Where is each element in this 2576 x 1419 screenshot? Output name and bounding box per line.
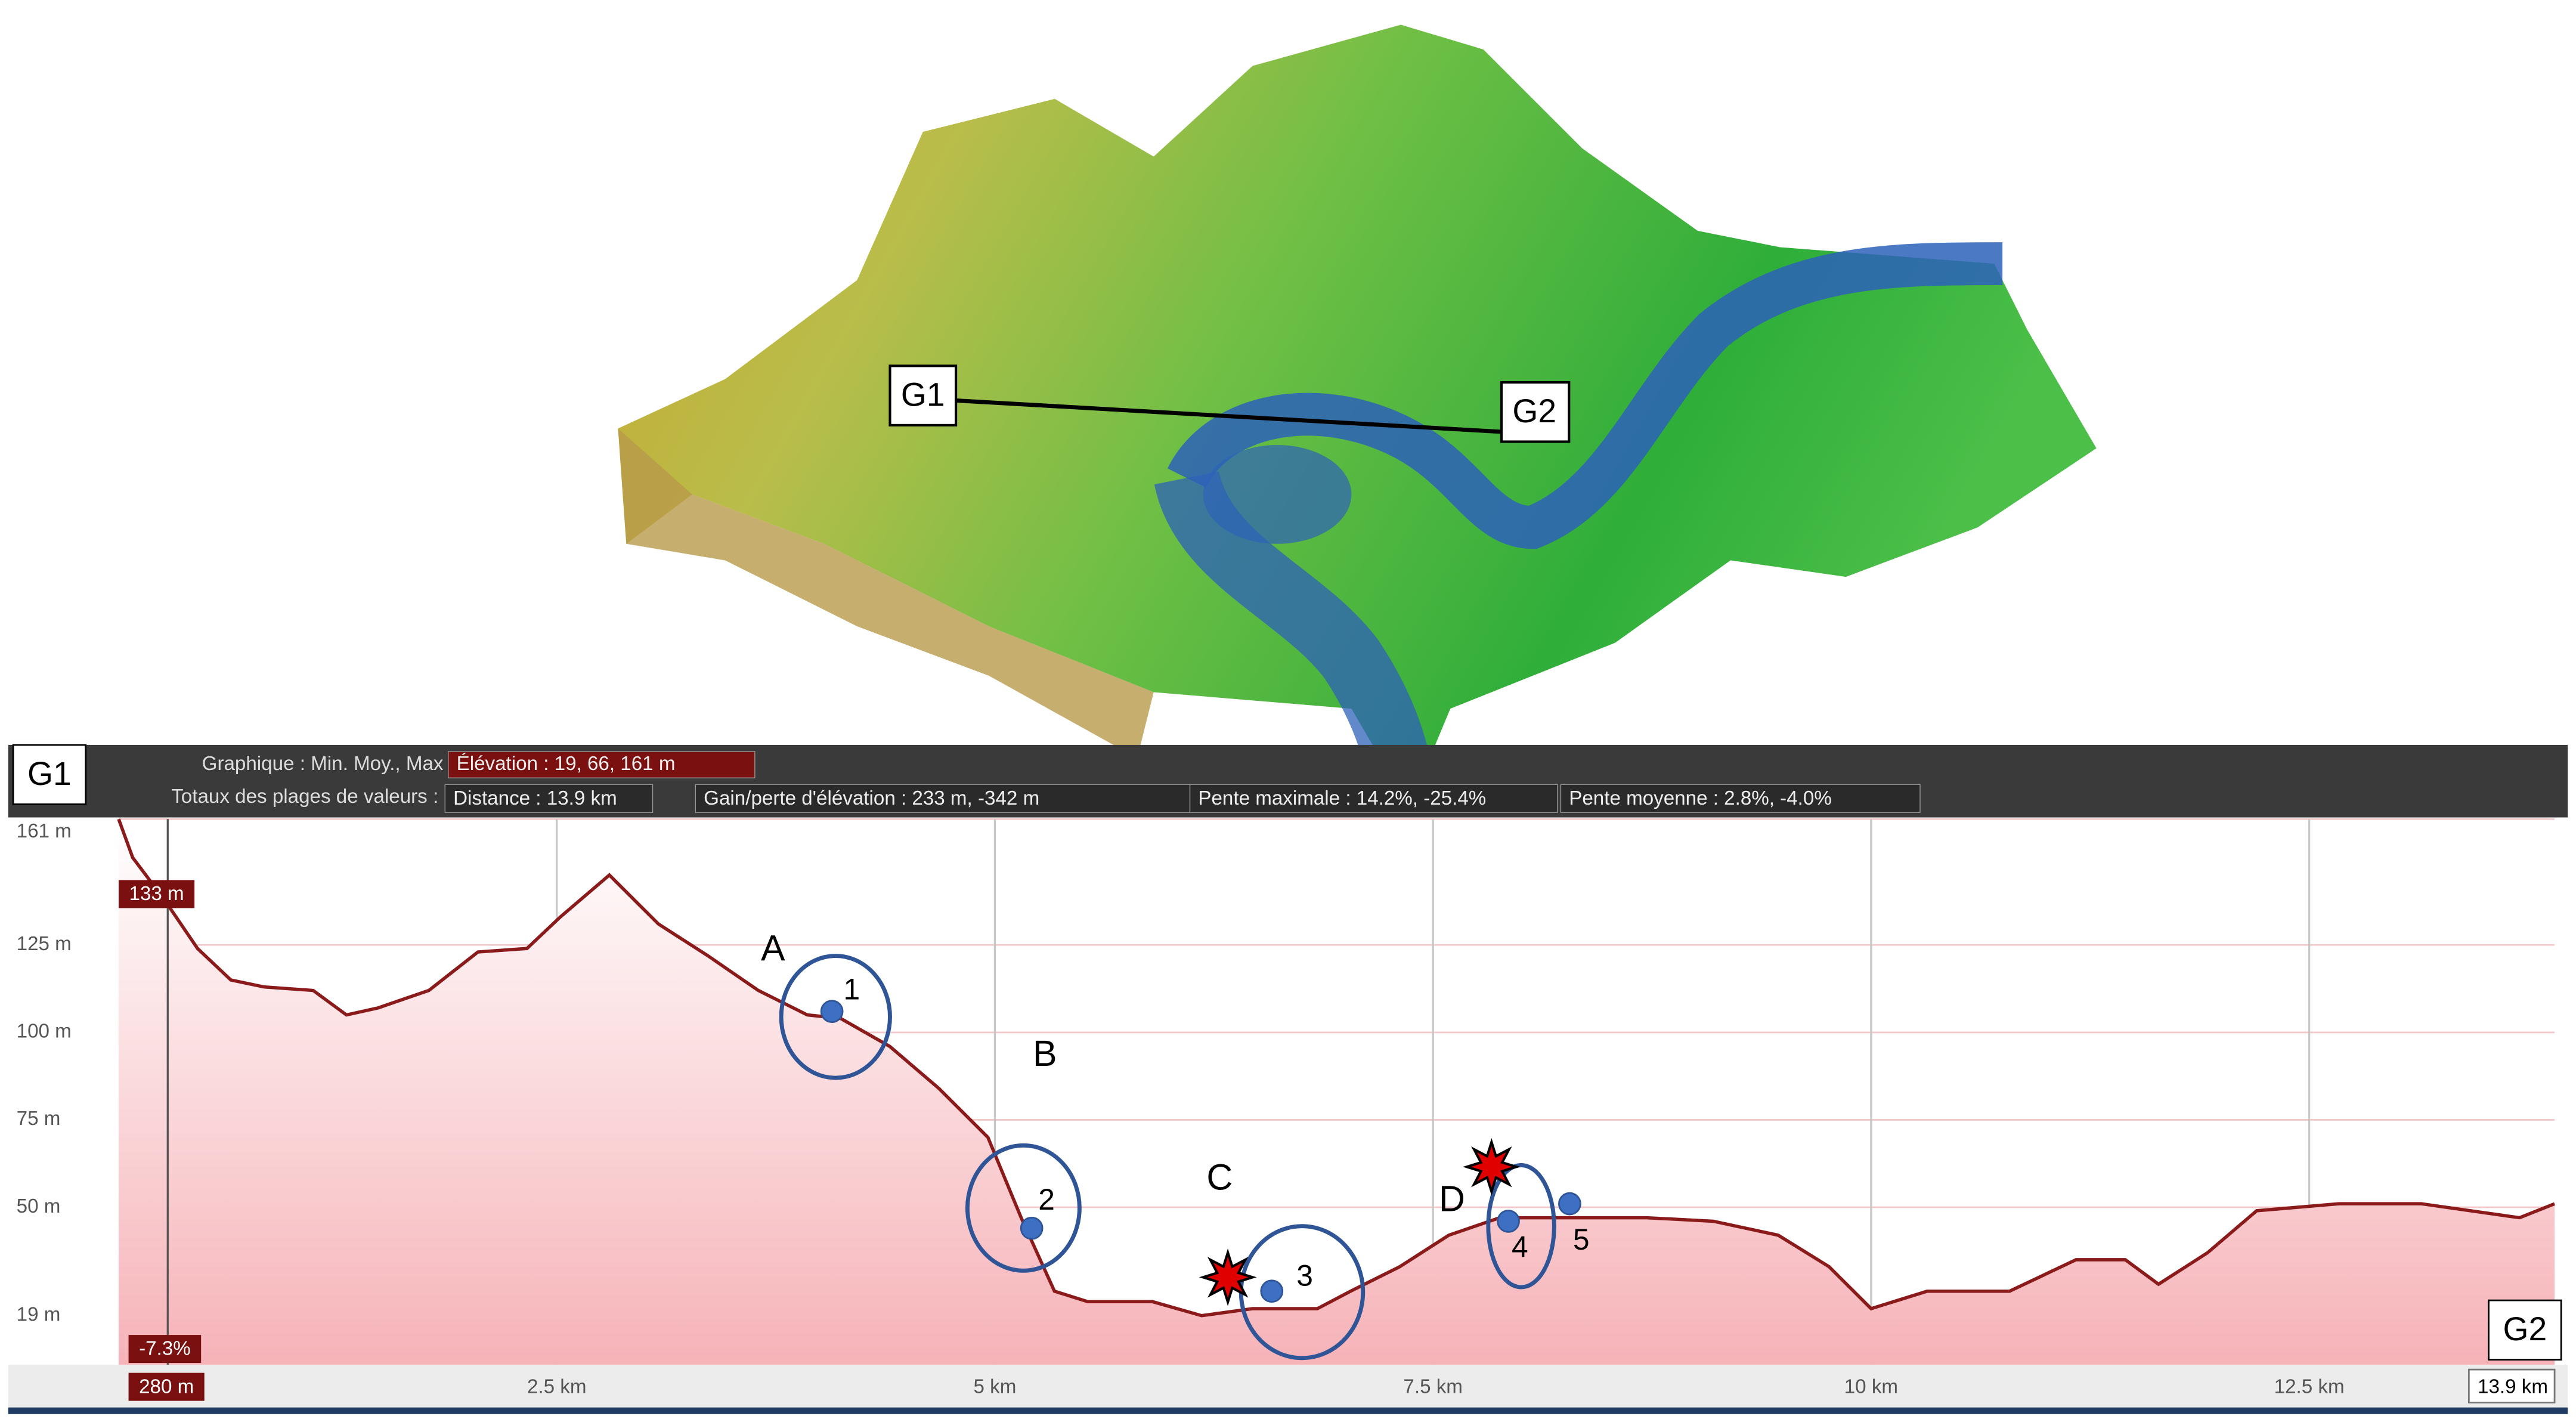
summary-mean-slope: Pente moyenne : 2.8%, -4.0% [1569, 787, 1832, 809]
point-marker [1020, 1216, 1044, 1240]
map-start-label: G1 [901, 376, 945, 413]
annotation-letter: D [1439, 1178, 1465, 1219]
chart-label-box [2488, 1299, 2562, 1361]
plot: 19 m 50 m 75 m 100 m 125 m 161 m 2.5 km 5 km 7.5… [17, 818, 2562, 1403]
burst-icon [1199, 1248, 1257, 1306]
summary-box [695, 784, 1191, 813]
highlight-ring [1486, 1163, 1556, 1290]
map-end-label: G2 [1512, 392, 1556, 429]
summary-elevation: Élévation : 19, 66, 161 m [457, 753, 676, 775]
cursor-x-label: 280 m [139, 1375, 194, 1398]
point-label: 4 [1512, 1231, 1528, 1264]
y-tick-label: 50 m [17, 1195, 61, 1217]
summary-box [1189, 784, 1558, 813]
x-tick-label: 13.9 km [2478, 1375, 2548, 1398]
highlight-ring [965, 1143, 1082, 1273]
profile-line [955, 398, 1502, 434]
burst-icon [1462, 1137, 1521, 1196]
summary-box [448, 751, 756, 778]
annotation-letter: B [1033, 1033, 1057, 1074]
x-tick-label: 7.5 km [1403, 1375, 1463, 1398]
y-tick-label: 125 m [17, 933, 72, 955]
point-label: 1 [843, 973, 860, 1006]
x-tick-label: 10 km [1844, 1375, 1898, 1398]
summary-box [1560, 784, 1921, 813]
cursor-box [128, 1335, 202, 1364]
elevation-area [119, 819, 2555, 1365]
x-tick-label: 2.5 km [527, 1375, 587, 1398]
annotation-letter: C [1206, 1157, 1233, 1197]
bottom-border [8, 1407, 2568, 1414]
x-tick-label: 12.5 km [2274, 1375, 2345, 1398]
chart-end-label: G2 [2503, 1310, 2547, 1347]
summary-heading: Totaux des plages de valeurs : [171, 786, 438, 808]
terrain-map [618, 24, 2097, 811]
y-axis-area [8, 817, 119, 1365]
summary-distance: Distance : 13.9 km [453, 787, 617, 809]
point-label: 5 [1573, 1223, 1590, 1256]
point-marker [1497, 1210, 1520, 1233]
y-tick-label: 100 m [17, 1021, 72, 1043]
x-tick-box [2467, 1368, 2556, 1403]
chart-label-box [12, 744, 87, 805]
elevation-line [117, 818, 2556, 1318]
y-tick-label: 161 m [17, 820, 72, 842]
chart-start-label: G1 [27, 755, 72, 792]
cursor-elevation: 133 m [129, 883, 184, 905]
cursor-slope: -7.3% [139, 1338, 191, 1360]
point-label: 3 [1296, 1259, 1313, 1293]
map-label-box [1500, 381, 1571, 443]
highlight-ring [779, 954, 892, 1080]
x-tick-label: 5 km [974, 1375, 1017, 1398]
point-label: 2 [1038, 1183, 1055, 1216]
point-marker [1558, 1192, 1581, 1216]
y-tick-label: 19 m [17, 1304, 61, 1326]
cursor-box [119, 880, 195, 908]
summary-heading: Graphique : Min. Moy., Max [202, 753, 444, 775]
x-axis-area [8, 1364, 2568, 1409]
y-tick-label: 75 m [17, 1108, 61, 1130]
summary-box [444, 784, 654, 813]
point-marker [1260, 1279, 1284, 1303]
point-marker [820, 1000, 844, 1024]
annotation-letter: A [761, 928, 785, 968]
summary-max-slope: Pente maximale : 14.2%, -25.4% [1198, 787, 1486, 809]
summary-gain-loss: Gain/perte d'élévation : 233 m, -342 m [704, 787, 1039, 809]
cursor-box [128, 1372, 205, 1401]
map-label-box [888, 364, 958, 426]
